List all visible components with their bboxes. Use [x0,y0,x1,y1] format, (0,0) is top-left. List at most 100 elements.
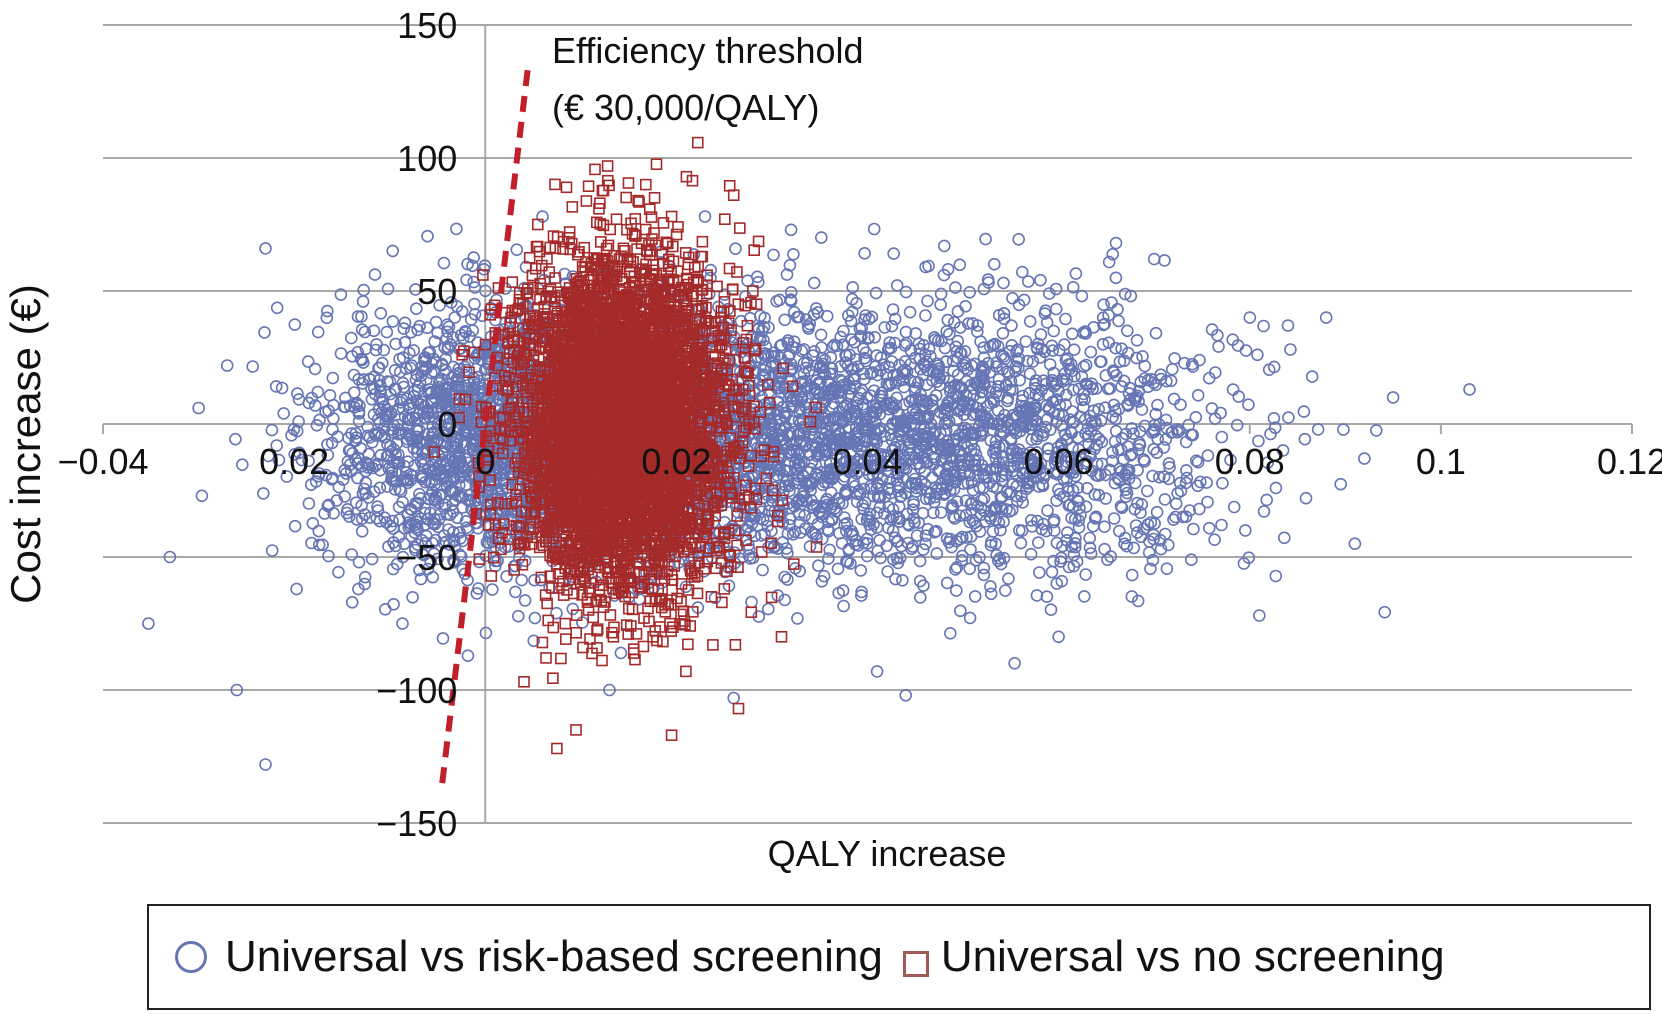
data-point-circle [940,325,954,338]
data-point-circle [345,349,359,363]
data-point-circle [1109,271,1123,285]
data-point-circle [1168,352,1181,365]
data-point-circle [858,247,871,260]
data-point-circle [1297,405,1311,418]
data-point-circle [363,373,377,386]
data-point-circle [887,247,901,260]
data-point-circle [345,595,359,609]
data-point-circle [768,487,782,501]
data-point-circle [729,242,742,255]
data-point-circle [1278,531,1291,545]
data-point-circle [345,548,359,561]
data-point-circle [356,377,369,390]
data-point-circle [1166,362,1179,376]
data-point-circle [835,536,849,550]
data-point-circle [418,475,432,489]
data-point-circle [305,536,318,550]
data-point-circle [1212,340,1225,353]
data-point-circle [468,352,482,365]
data-point-circle [1171,486,1184,500]
data-point-circle [1370,424,1383,437]
data-point-circle [368,268,382,281]
data-point-circle [500,570,513,583]
data-point-circle [867,222,881,236]
data-point-circle [411,323,424,337]
data-point-circle [453,422,466,436]
data-point-circle [392,530,406,544]
data-point-circle [528,573,541,587]
data-point-circle [433,298,446,312]
data-point-circle [614,646,628,660]
data-point-circle [820,309,834,323]
data-point-circle [446,439,460,453]
data-point-circle [1111,302,1124,316]
data-point-circle [378,602,392,616]
data-point-circle [428,335,442,348]
data-point-circle [899,285,913,299]
data-point-circle [550,606,563,620]
data-point-circle [953,604,967,618]
data-point-circle [461,257,474,271]
data-point-circle [468,281,482,294]
data-point-circle [1189,410,1203,424]
data-point-circle [1023,367,1037,381]
data-point-circle [446,331,460,344]
data-point-circle [438,501,451,515]
data-point-circle [409,302,423,316]
data-point-circle [1147,442,1160,456]
data-point-circle [1251,348,1264,362]
data-point-circle [380,450,394,463]
data-point-circle [338,463,352,477]
data-point-circle [963,611,977,625]
data-point-circle [308,362,322,376]
data-point-circle [334,288,348,301]
data-point-circle [359,464,373,478]
data-point-circle [436,632,450,645]
data-point-circle [431,417,445,431]
data-point-circle [458,324,472,338]
data-point-circle [1201,495,1214,509]
data-point-circle [448,311,462,324]
data-point-circle [356,356,370,369]
data-point-circle [302,497,316,510]
data-point-circle [878,321,892,334]
data-point-circle [807,276,821,290]
data-point-circle [312,524,326,538]
data-point-circle [1125,568,1139,582]
data-point-circle [1150,505,1164,519]
data-point-circle [468,297,481,311]
data-point-circle [1121,324,1134,338]
data-point-circle [968,590,982,603]
data-point-circle [937,239,951,253]
data-point-circle [424,555,438,568]
data-point-circle [509,585,522,599]
data-point-circle [1099,492,1112,505]
data-point-circle [527,634,541,648]
data-point-circle [371,504,385,517]
data-point-circle [1201,449,1215,462]
data-point-circle [987,257,1001,271]
data-point-circle [1191,388,1205,402]
data-point-circle [424,387,438,400]
data-point-circle [355,499,368,512]
data-point-circle [984,580,997,593]
data-point-circle [476,309,489,323]
data-point-circle [1084,345,1098,359]
data-point-circle [386,562,400,576]
data-point-circle [302,454,315,468]
data-point-circle [428,492,441,506]
data-point-circle [1098,542,1111,556]
data-point-circle [409,283,422,296]
data-point-circle [272,453,286,467]
data-point-circle [1105,296,1118,309]
data-point-circle [398,316,412,330]
data-point-circle [322,404,335,418]
data-point-circle [344,331,358,345]
data-point-circle [246,360,259,373]
data-point-circle [384,519,398,533]
data-point-circle [1047,324,1060,338]
data-point-circle [761,602,775,616]
data-point-circle [1023,315,1037,328]
data-point-circle [943,626,957,640]
data-point-circle [1109,412,1123,426]
